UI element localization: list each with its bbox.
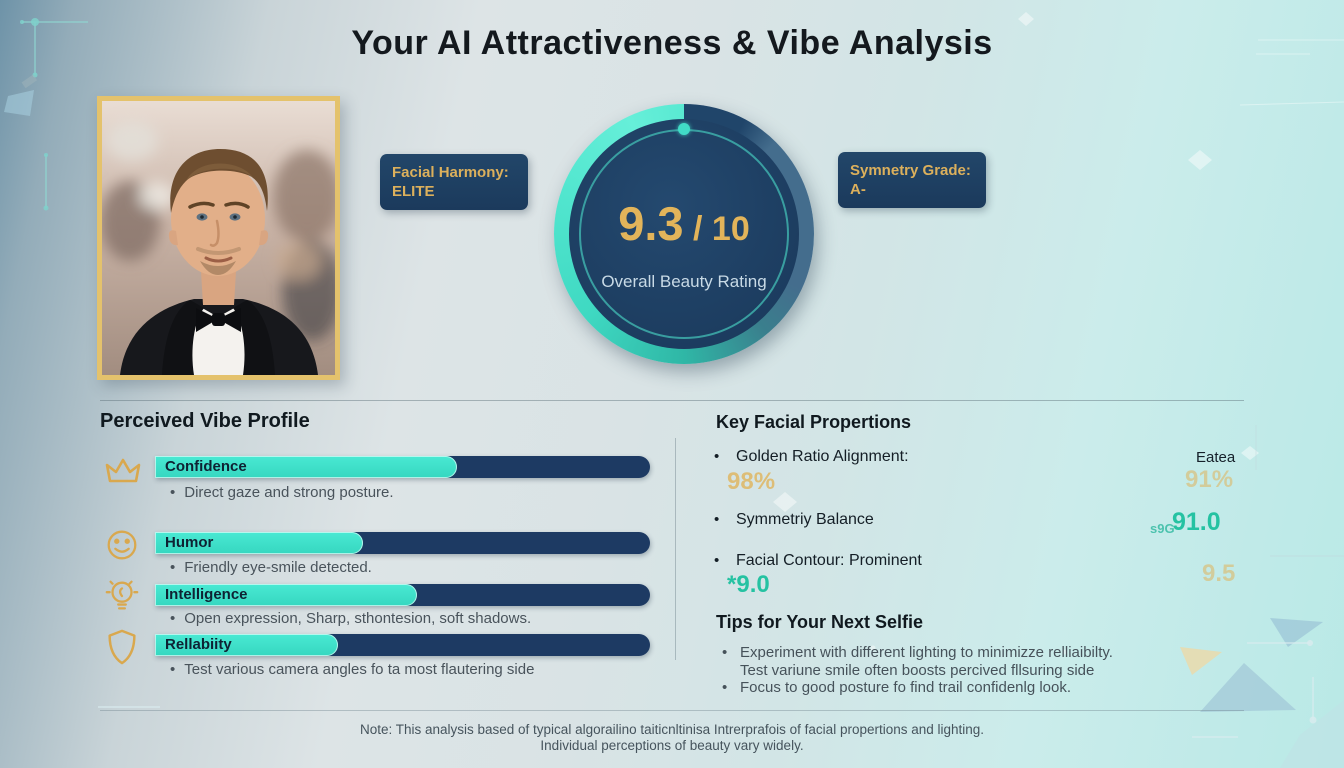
facial-harmony-label: Facial Harmony:: [392, 164, 509, 181]
facial-contour-value: *9.0: [727, 571, 770, 598]
symmetry-grade-label: Symnetry Grade:: [850, 162, 971, 179]
intelligence-note: • Open expression, Sharp, sthontesion, so…: [170, 610, 531, 627]
crown-icon: [103, 452, 143, 492]
reliability-label: Rellabiity: [165, 636, 232, 653]
humor-bar-fill: [155, 532, 363, 554]
section-divider-bottom: [100, 710, 1244, 711]
bullet: •: [170, 661, 176, 678]
humor-bar: Humor: [155, 532, 650, 554]
facial-harmony-badge: Facial Harmony: ELITE: [380, 154, 528, 210]
confidence-note: • Direct gaze and strong posture.: [170, 484, 394, 501]
bullet: •: [722, 679, 728, 696]
smiley-icon: [103, 526, 143, 566]
bullet: •: [722, 644, 728, 661]
lightbulb-icon: [103, 576, 143, 616]
portrait-photo: [97, 96, 340, 380]
intelligence-bar: Intelligence: [155, 584, 650, 606]
page-title: Your AI Attractiveness & Vibe Analysis: [351, 24, 993, 62]
symmetry-balance-value: 91.0: [1172, 508, 1221, 536]
beauty-rating-gauge: 9.3 / 10 Overall Beauty Rating: [554, 104, 814, 364]
bullet: •: [714, 552, 720, 569]
golden-ratio-label: Golden Ratio Alignment:: [736, 448, 909, 465]
column-divider: [675, 438, 676, 660]
footer-note-line2: Individual perceptions of beauty vary wi…: [540, 738, 804, 753]
reliability-note-text: Test various camera angles fo ta most fl…: [184, 661, 535, 678]
tips-heading: Tips for Your Next Selfie: [716, 612, 924, 632]
bullet: •: [170, 610, 176, 627]
gauge-progress-dot: [678, 123, 690, 135]
vibe-profile-heading: Perceived Vibe Profile: [100, 410, 310, 432]
golden-ratio-value: 98%: [727, 468, 776, 495]
humor-note-text: Friendly eye-smile detected.: [184, 559, 372, 576]
golden-ratio-right-label: Eatea: [1196, 449, 1236, 466]
symmetry-balance-small-value: s9G: [1150, 521, 1175, 536]
gauge-score-value: 9.3: [618, 197, 684, 250]
tip-item: Focus to good posture fo find trail conf…: [740, 679, 1072, 696]
facial-harmony-value: ELITE: [392, 183, 435, 200]
humor-note: • Friendly eye-smile detected.: [170, 559, 372, 576]
symmetry-balance-label: Symmetriy Balance: [736, 511, 874, 528]
intelligence-label: Intelligence: [165, 586, 248, 603]
gauge-score-denominator: / 10: [683, 210, 750, 248]
symmetry-grade-value: A-: [850, 181, 866, 198]
bullet: •: [170, 484, 176, 501]
proportions-heading: Key Facial Propertions: [716, 412, 912, 432]
bullet: •: [714, 448, 720, 465]
gauge-score: 9.3 / 10: [554, 196, 814, 251]
facial-contour-label: Facial Contour: Prominent: [736, 552, 922, 569]
confidence-bar-fill: [155, 456, 457, 478]
gauge-caption: Overall Beauty Rating: [601, 272, 767, 291]
tip-item: Experiment with different lighting to mi…: [740, 644, 1113, 679]
bullet: •: [170, 559, 176, 576]
golden-ratio-right-value: 91%: [1185, 466, 1234, 493]
bullet: •: [714, 511, 720, 528]
intelligence-note-text: Open expression, Sharp, sthontesion, sof…: [184, 610, 532, 627]
confidence-bar: Confidence: [155, 456, 650, 478]
reliability-bar: Rellabiity: [155, 634, 650, 656]
confidence-note-text: Direct gaze and strong posture.: [184, 484, 394, 501]
section-divider-top: [100, 400, 1244, 401]
reliability-bar-fill: [155, 634, 339, 656]
intelligence-bar-fill: [155, 584, 418, 606]
footer-note-line1: Note: This analysis based of typical alg…: [359, 722, 985, 737]
reliability-note: • Test various camera angles fo ta most f…: [170, 661, 534, 678]
confidence-label: Confidence: [165, 458, 247, 475]
humor-label: Humor: [165, 534, 214, 551]
portrait-illustration: [102, 101, 335, 375]
facial-contour-right-value: 9.5: [1202, 560, 1236, 587]
symmetry-grade-badge: Symnetry Grade: A-: [838, 152, 986, 208]
shield-icon: [103, 627, 143, 667]
